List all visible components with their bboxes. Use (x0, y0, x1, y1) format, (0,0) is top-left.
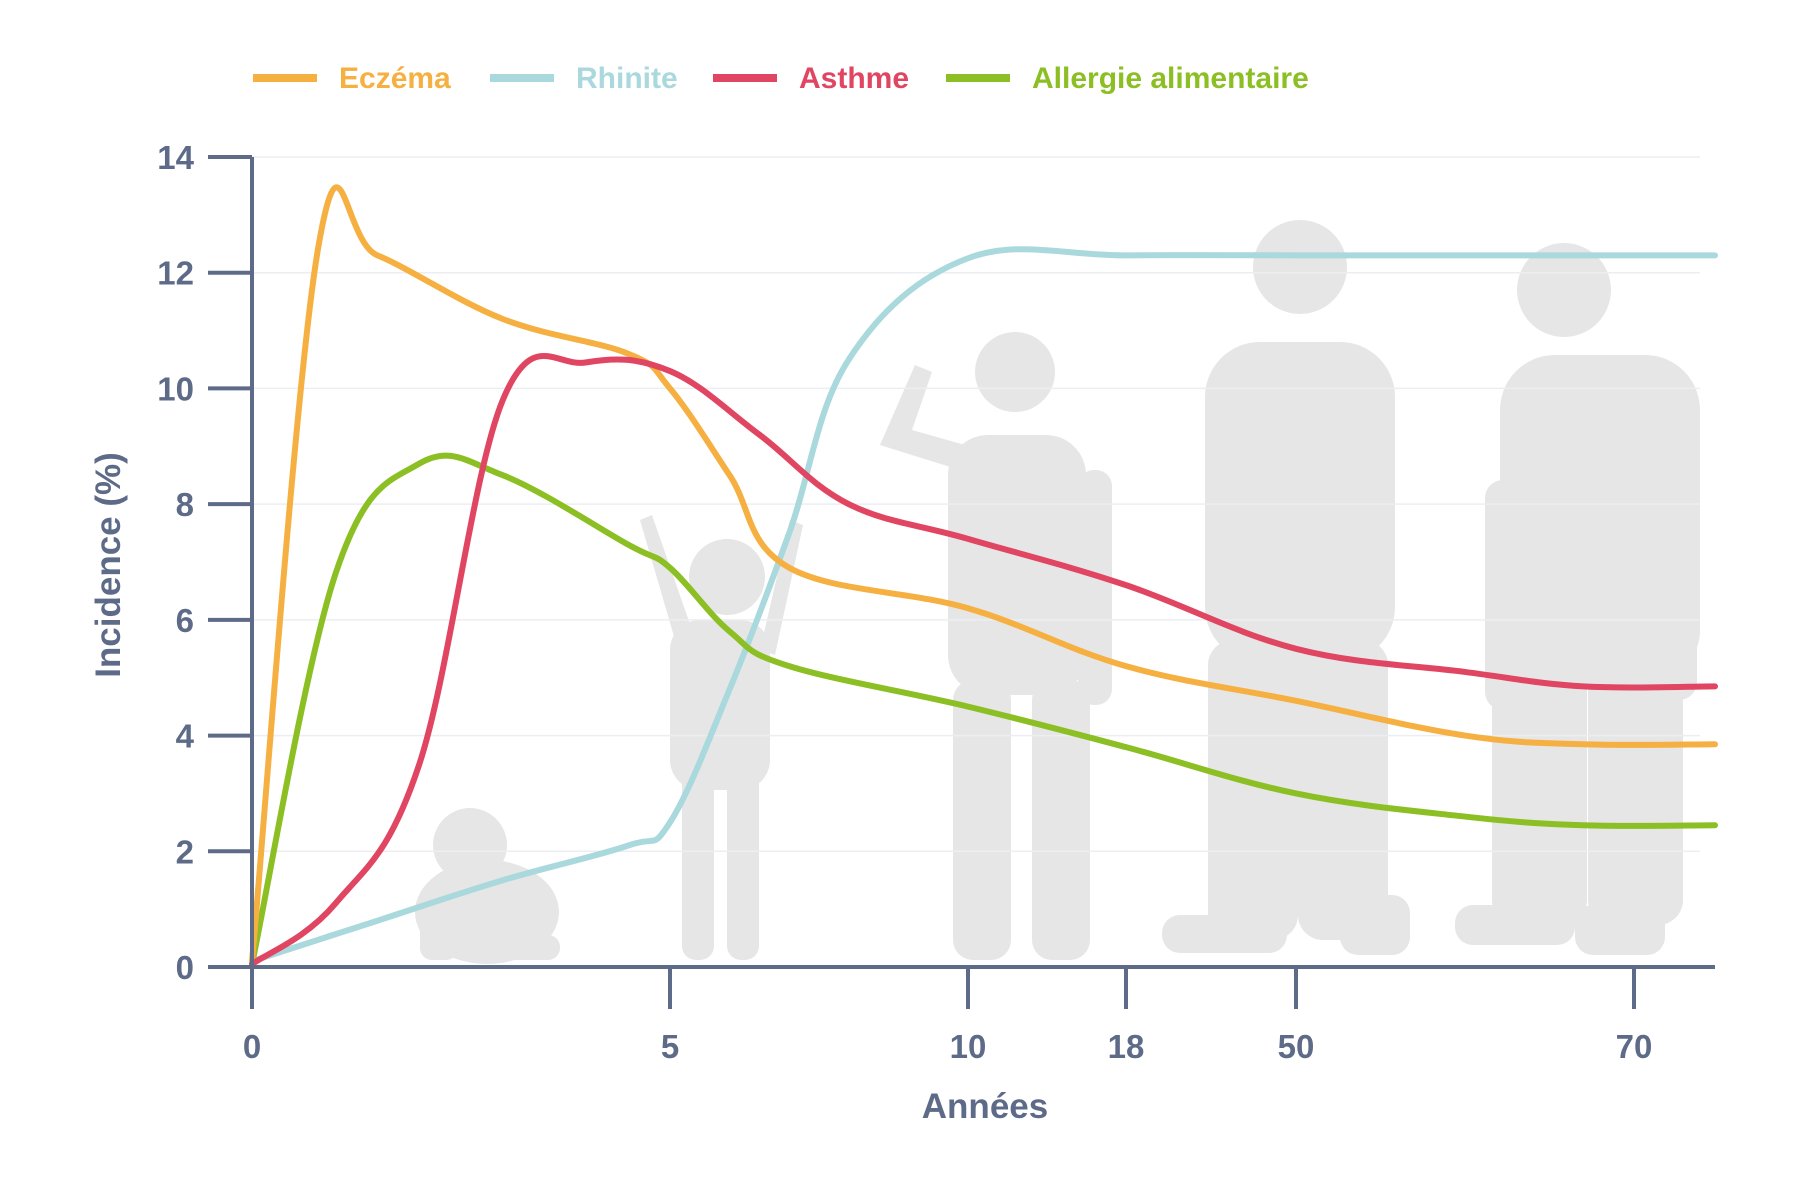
series-line-asthme (249, 353, 1718, 968)
y-tick-label-4: 4 (176, 718, 195, 755)
y-tick-label-6: 6 (176, 602, 194, 639)
y-tick-label-2: 2 (176, 833, 194, 870)
legend-label-eczema: Eczéma (339, 62, 451, 95)
x-tick-label-10: 10 (950, 1028, 987, 1065)
series-lines (249, 184, 1718, 968)
series-line-rhinite (249, 246, 1718, 965)
legend-label-allergie-alimentaire: Allergie alimentaire (1032, 62, 1309, 95)
y-tick-label-0: 0 (176, 949, 194, 986)
tick-labels: 0 2 4 6 8 10 12 14 0 5 10 18 50 70 (157, 139, 1652, 1065)
teen-silhouette (880, 332, 1112, 960)
series-line-allergie-alimentaire (249, 452, 1718, 968)
legend-label-asthme: Asthme (799, 62, 909, 95)
x-tick-label-18: 18 (1108, 1028, 1145, 1065)
y-tick-label-10: 10 (157, 370, 194, 407)
adult-silhouette (1162, 220, 1410, 955)
x-tick-label-5: 5 (661, 1028, 679, 1065)
axes (208, 155, 1715, 1009)
x-tick-label-50: 50 (1278, 1028, 1315, 1065)
baby-silhouette (415, 808, 560, 964)
x-tick-label-70: 70 (1616, 1028, 1653, 1065)
x-tick-label-0: 0 (243, 1028, 261, 1065)
y-tick-label-12: 12 (157, 255, 194, 292)
y-tick-label-14: 14 (157, 139, 194, 176)
x-axis-title: Années (922, 1087, 1048, 1126)
child-silhouette (640, 515, 803, 960)
legend: Eczéma Rhinite Asthme Allergie alimentaire (253, 62, 1309, 95)
age-silhouettes (415, 220, 1700, 964)
legend-label-rhinite: Rhinite (576, 62, 678, 95)
elderly-silhouette (1455, 243, 1700, 955)
y-tick-label-8: 8 (176, 486, 194, 523)
series-line-eczema (249, 184, 1718, 965)
y-axis-title: Incidence (%) (89, 452, 128, 678)
